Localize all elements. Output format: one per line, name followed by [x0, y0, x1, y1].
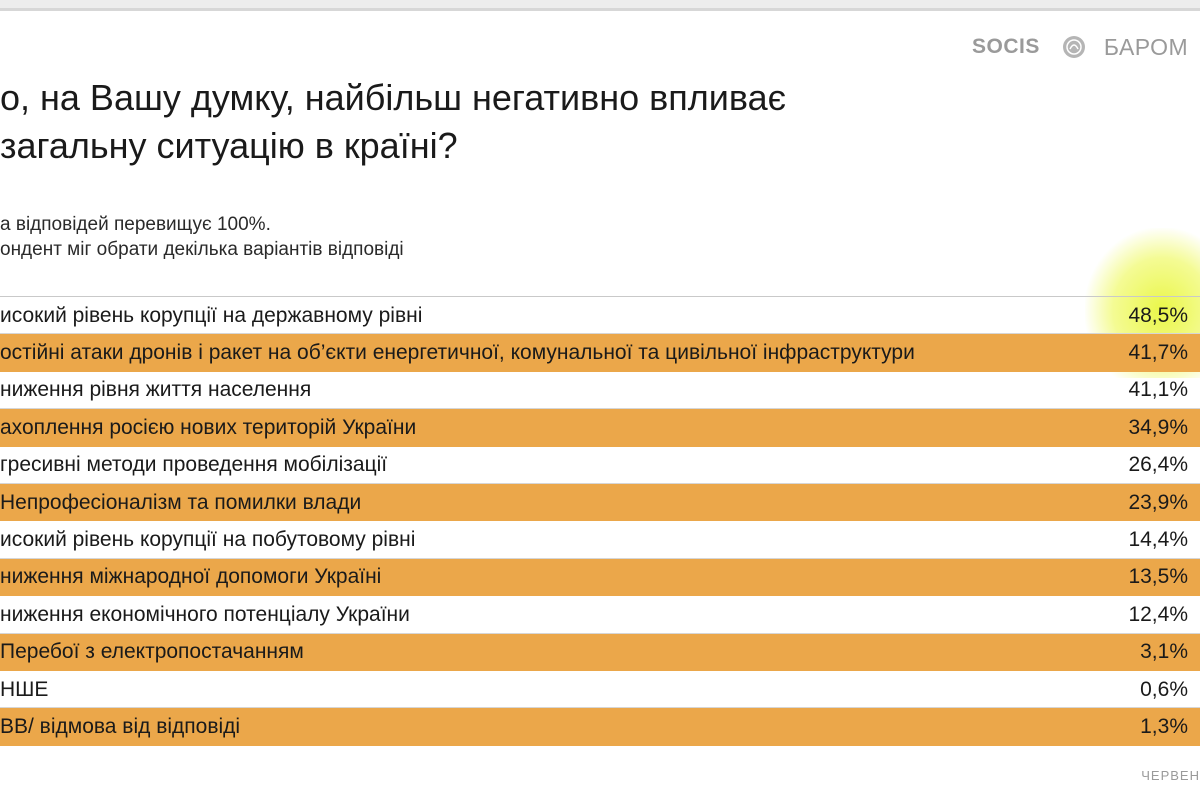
title-line-1: о, на Вашу думку, найбільш негативно впл…	[0, 77, 786, 118]
table-row: НШЕ 0,6%	[0, 671, 1200, 709]
socis-logo: SOCIS	[972, 35, 1040, 58]
row-label: ниження рівня життя населення	[0, 378, 312, 402]
note-line-2: ондент міг обрати декілька варіантів від…	[0, 239, 404, 260]
row-label: Непрофесіоналізм та помилки влади	[0, 490, 362, 514]
row-separator	[0, 707, 1200, 709]
row-label: исокий рівень корупції на побутовому рів…	[0, 528, 416, 552]
header-rule	[0, 296, 1200, 297]
row-separator	[0, 333, 1200, 335]
row-label: ахоплення росією нових територій України	[0, 415, 417, 439]
table-row: исокий рівень корупції на державному рів…	[0, 297, 1200, 335]
row-value: 3,1%	[1140, 640, 1188, 664]
table-row: Перебої з електропостачанням 3,1%	[0, 633, 1200, 671]
row-value: 14,4%	[1128, 528, 1188, 552]
top-border-shadow	[0, 8, 1200, 11]
row-label: остійні атаки дронів і ракет на об’єкти …	[0, 341, 915, 365]
row-separator	[0, 557, 1200, 559]
page-title: о, на Вашу думку, найбільш негативно впл…	[0, 74, 1080, 170]
table-row: остійні атаки дронів і ракет на об’єкти …	[0, 334, 1200, 372]
emblem-icon	[1062, 36, 1085, 58]
footer-date: ЧЕРВЕН	[1141, 768, 1200, 783]
table-row: ниження економічного потенціалу України 1…	[0, 596, 1200, 634]
table-row: ВВ/ відмова від відповіді 1,3%	[0, 708, 1200, 746]
table-row: ахоплення росією нових територій України…	[0, 409, 1200, 447]
row-label: исокий рівень корупції на державному рів…	[0, 303, 423, 327]
row-value: 13,5%	[1128, 565, 1188, 589]
row-label: Перебої з електропостачанням	[0, 640, 304, 664]
row-value: 34,9%	[1128, 415, 1188, 439]
row-label: гресивні методи проведення мобілізації	[0, 453, 388, 477]
barometer-logo-text: БАРОМ	[1103, 33, 1189, 60]
row-separator	[0, 408, 1200, 410]
row-separator	[0, 632, 1200, 634]
row-separator	[0, 482, 1200, 484]
row-label: ниження міжнародної допомоги Україні	[0, 565, 382, 589]
row-value: 0,6%	[1140, 677, 1188, 701]
row-value: 41,7%	[1128, 341, 1188, 365]
row-label: ниження економічного потенціалу України	[0, 602, 410, 626]
note-line-1: а відповідей перевищує 100%.	[0, 214, 271, 235]
row-value: 26,4%	[1128, 453, 1188, 477]
row-value: 12,4%	[1128, 602, 1188, 626]
row-value: 1,3%	[1140, 714, 1188, 738]
row-label: НШЕ	[0, 677, 49, 701]
top-border	[0, 0, 1200, 8]
table-row: ниження міжнародної допомоги Україні 13,5…	[0, 558, 1200, 597]
results-table: исокий рівень корупції на державному рів…	[0, 297, 1200, 746]
note: а відповідей перевищує 100%. ондент міг …	[0, 212, 404, 262]
title-line-2: загальну ситуацію в країні?	[0, 125, 458, 166]
table-row: Непрофесіоналізм та помилки влади 23,9%	[0, 483, 1200, 522]
row-label: ВВ/ відмова від відповіді	[0, 714, 241, 738]
table-row: гресивні методи проведення мобілізації 26…	[0, 447, 1200, 484]
row-value: 48,5%	[1128, 303, 1188, 327]
table-row: ниження рівня життя населення 41,1%	[0, 372, 1200, 410]
table-row: исокий рівень корупції на побутовому рів…	[0, 521, 1200, 559]
brand-block: SOCIS БАРОМ	[972, 33, 1188, 61]
row-value: 41,1%	[1128, 378, 1188, 402]
row-value: 23,9%	[1128, 490, 1188, 514]
